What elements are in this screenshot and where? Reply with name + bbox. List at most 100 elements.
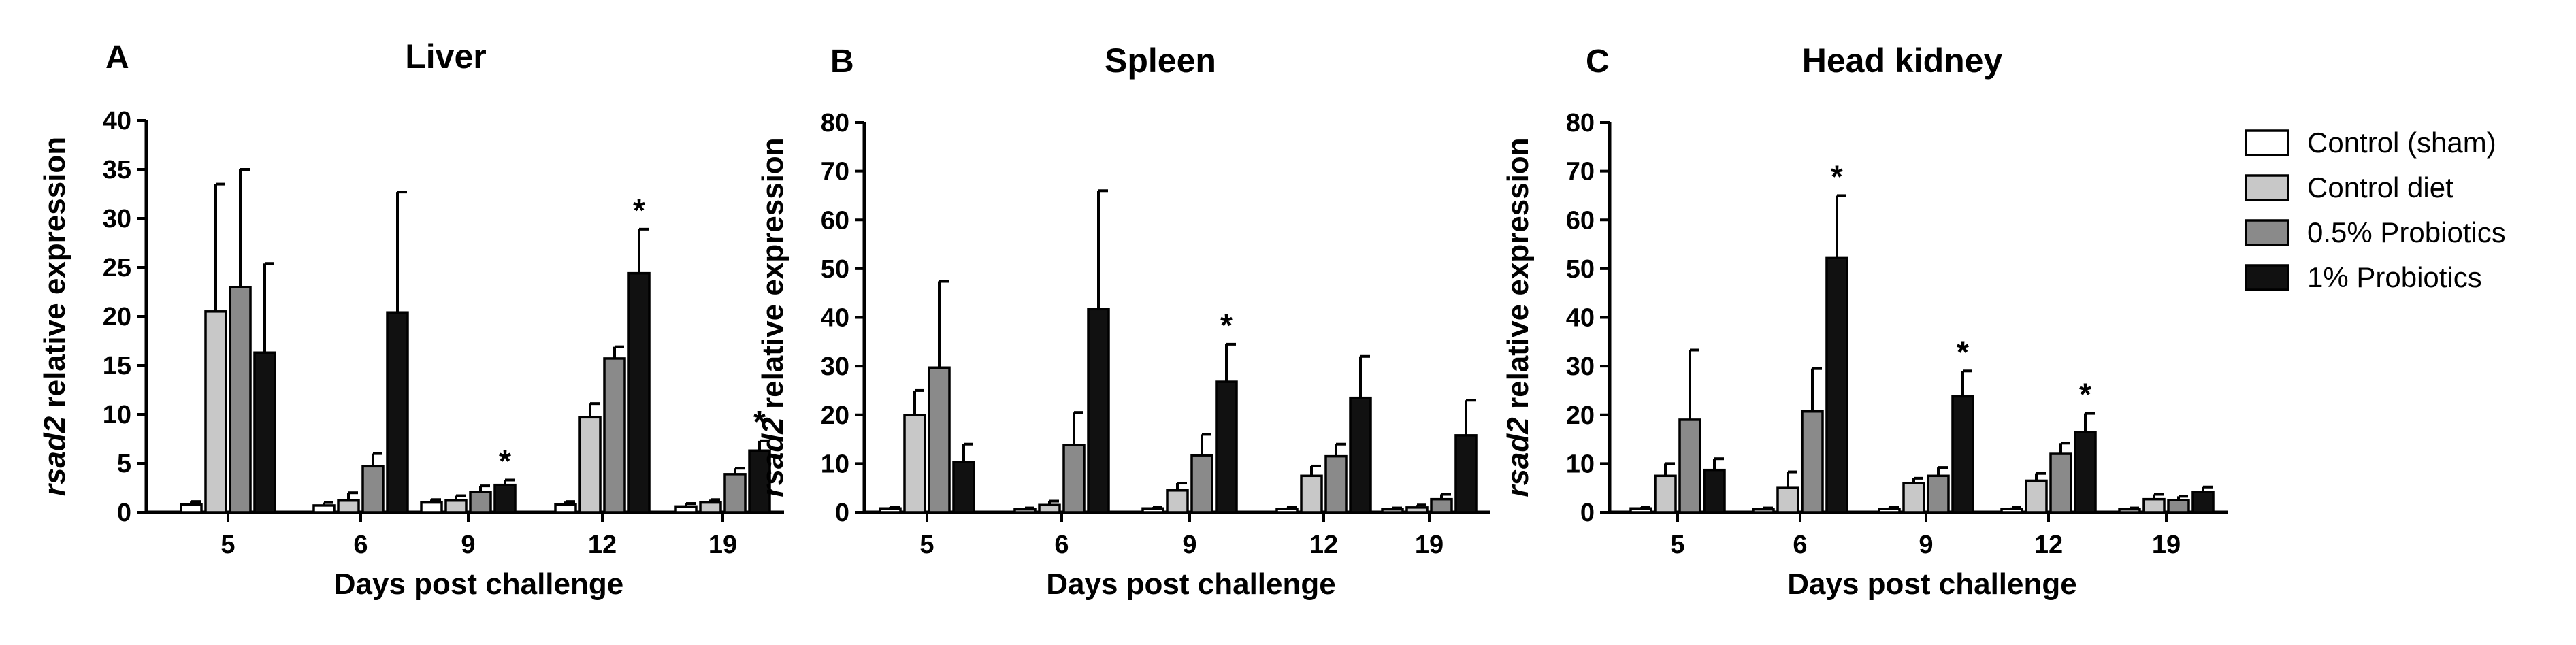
legend-swatch: [2245, 219, 2289, 246]
bar: [674, 505, 698, 514]
y-tick-label: 80: [821, 109, 849, 137]
x-axis-label: Days post challenge: [334, 567, 623, 601]
legend-item: Control (sham): [2245, 127, 2496, 159]
y-axis-label-text: relative expression: [38, 137, 71, 416]
x-tick-label: 9: [1919, 531, 1933, 559]
y-tick-label: 30: [103, 205, 131, 233]
chart-panel-a: A Liver 0 5 10 15 20 25 30 35 40 rsad2 relative exp…: [38, 37, 784, 601]
y-tick-label: 40: [821, 304, 849, 333]
y-axis-label: rsad2 relative expression: [1501, 137, 1535, 497]
bar: [1430, 497, 1453, 514]
y-tick-label: 25: [103, 254, 131, 282]
x-tick-label: 12: [588, 531, 617, 559]
y-axis-label: rsad2 relative expression: [38, 137, 71, 496]
x-tick-label: 19: [2152, 531, 2181, 559]
significance-star: *: [753, 404, 766, 440]
bar: [2074, 431, 2097, 514]
bar: [1349, 396, 1372, 514]
y-axis-label-gene: rsad2: [1501, 417, 1535, 497]
bar: [1801, 410, 1824, 514]
bar: [204, 310, 227, 514]
chart-title: Spleen: [1105, 42, 1216, 80]
x-tick-label: 19: [708, 531, 737, 559]
y-tick-label: 30: [821, 352, 849, 381]
bar: [1951, 395, 1974, 514]
significance-star: *: [2079, 377, 2091, 412]
x-axis-label: Days post challenge: [1046, 567, 1335, 601]
y-axis-label-gene: rsad2: [38, 416, 71, 496]
significance-star: *: [1220, 308, 1233, 343]
significance-star: *: [1831, 159, 1843, 194]
legend-label: 1% Probiotics: [2307, 261, 2482, 293]
x-tick-label: 12: [2034, 531, 2063, 559]
y-tick-label: 70: [1566, 158, 1595, 186]
y-tick-label: 10: [1566, 450, 1595, 478]
bar: [1275, 508, 1299, 514]
bar: [1381, 508, 1404, 514]
x-tick-label: 5: [1670, 531, 1684, 559]
y-tick-label: 20: [103, 303, 131, 331]
legend-swatch: [2245, 264, 2289, 291]
y-tick-label: 30: [1566, 352, 1595, 381]
bar: [337, 499, 360, 514]
chart-title: Liver: [405, 37, 487, 76]
bar: [1013, 508, 1037, 514]
y-tick-label: 5: [117, 450, 131, 478]
bar: [1166, 489, 1189, 514]
bar: [1215, 380, 1238, 514]
bar: [1087, 308, 1110, 514]
y-tick-label: 60: [1566, 206, 1595, 235]
chart-panel-c: C Head kidney 0 10 20 30 40 50 60 70 80 rsad2 relat…: [1501, 42, 2228, 601]
y-tick-label: 10: [821, 450, 849, 478]
y-tick-label: 40: [1566, 304, 1595, 333]
x-tick-label: 6: [1793, 531, 1807, 559]
bar: [2142, 497, 2166, 514]
bar: [1141, 507, 1164, 514]
x-tick-label: 12: [1309, 531, 1338, 559]
chart-title: Head kidney: [1802, 42, 2003, 80]
bar: [1654, 474, 1677, 514]
y-tick-label: 40: [103, 107, 131, 135]
bar: [2167, 499, 2190, 514]
bar: [1062, 444, 1086, 514]
y-axis-label: rsad2 relative expression: [756, 137, 789, 497]
bar: [748, 449, 771, 514]
bar: [1038, 503, 1061, 514]
y-tick-label: 35: [103, 156, 131, 184]
bar: [1405, 506, 1429, 514]
legend-item: Control diet: [2245, 171, 2453, 203]
bar: [903, 414, 926, 514]
y-axis-label-text: relative expression: [1501, 137, 1535, 417]
significance-star: *: [1957, 334, 1969, 369]
panel-letter: C: [1586, 44, 1610, 80]
bar: [603, 357, 626, 514]
x-axis-label: Days post challenge: [1787, 567, 2076, 601]
y-tick-label: 15: [103, 352, 131, 380]
y-axis-label-gene: rsad2: [756, 417, 789, 497]
bar: [2000, 508, 2023, 514]
legend-swatch: [2245, 129, 2289, 156]
legend-label: Control diet: [2307, 171, 2453, 203]
bar: [2049, 452, 2072, 514]
bar: [723, 473, 747, 514]
bar: [2118, 508, 2141, 514]
bar: [952, 461, 975, 514]
bar: [554, 503, 577, 514]
bar: [180, 503, 203, 514]
x-tick-label: 5: [221, 531, 235, 559]
bar: [1190, 454, 1213, 514]
bar: [928, 366, 951, 514]
bar: [578, 416, 602, 514]
bar: [2025, 479, 2048, 514]
x-tick-label: 9: [1182, 531, 1196, 559]
y-tick-label: 20: [1566, 401, 1595, 430]
y-tick-label: 70: [821, 158, 849, 186]
bar: [229, 286, 252, 514]
x-tick-label: 6: [1054, 531, 1069, 559]
bar: [361, 465, 385, 514]
panels: A Liver 0 5 10 15 20 25 30 35 40 rsad2 relative exp…: [38, 37, 2228, 601]
bar: [627, 271, 651, 514]
y-tick-label: 20: [821, 401, 849, 430]
panel-letter: B: [830, 44, 854, 80]
